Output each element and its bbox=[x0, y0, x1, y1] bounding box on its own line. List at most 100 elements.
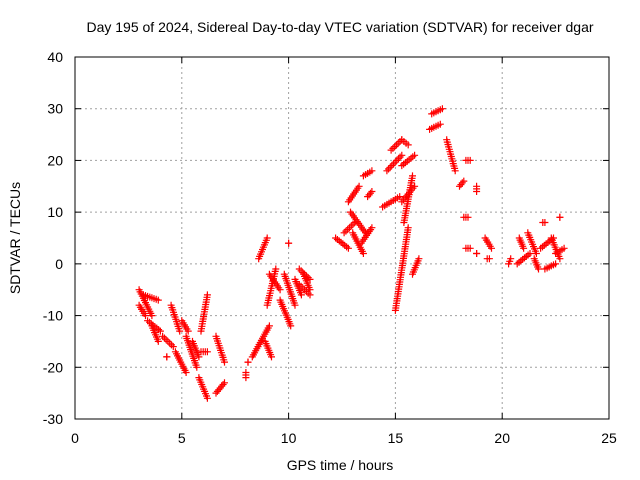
data-point bbox=[415, 255, 423, 263]
data-point bbox=[297, 267, 305, 275]
data-points bbox=[135, 105, 568, 402]
data-point bbox=[556, 213, 564, 221]
data-point bbox=[344, 244, 352, 252]
data-point bbox=[466, 156, 474, 164]
x-tick-label: 5 bbox=[178, 430, 186, 446]
chart-title: Day 195 of 2024, Sidereal Day-to-day VTE… bbox=[86, 19, 593, 35]
data-point bbox=[385, 165, 392, 173]
data-point bbox=[272, 265, 280, 273]
data-point bbox=[168, 341, 175, 349]
data-point bbox=[466, 244, 474, 252]
data-point bbox=[291, 301, 299, 309]
data-point bbox=[176, 327, 184, 335]
data-point bbox=[535, 265, 542, 273]
y-tick-labels: -30 -20 -10 0 10 20 30 40 bbox=[43, 49, 63, 427]
x-tick-labels: 0 5 10 15 20 25 bbox=[71, 430, 617, 446]
data-point bbox=[386, 163, 394, 171]
data-point bbox=[160, 334, 168, 342]
data-point bbox=[276, 286, 284, 294]
data-point bbox=[390, 160, 397, 168]
data-point bbox=[344, 225, 352, 233]
data-point bbox=[394, 139, 402, 147]
x-tick-label: 25 bbox=[601, 430, 617, 446]
data-point bbox=[162, 336, 170, 344]
y-tick-label: 30 bbox=[47, 101, 63, 117]
data-point bbox=[304, 289, 312, 297]
data-point bbox=[287, 322, 295, 330]
x-tick-label: 15 bbox=[388, 430, 404, 446]
data-point bbox=[473, 250, 481, 257]
data-point bbox=[436, 120, 444, 128]
data-point bbox=[391, 143, 399, 151]
y-tick-label: -20 bbox=[43, 359, 63, 375]
data-point bbox=[367, 189, 374, 197]
data-point bbox=[368, 188, 376, 195]
axis-ticks bbox=[74, 56, 610, 420]
y-tick-label: 0 bbox=[55, 256, 63, 272]
data-point bbox=[411, 182, 419, 190]
y-tick-label: 20 bbox=[47, 152, 63, 168]
data-point bbox=[556, 255, 564, 263]
y-tick-label: -10 bbox=[43, 308, 63, 324]
data-point bbox=[193, 363, 201, 371]
x-tick-label: 0 bbox=[71, 430, 79, 446]
data-point bbox=[219, 381, 227, 388]
data-point bbox=[347, 222, 355, 230]
x-axis-title: GPS time / hours bbox=[287, 457, 394, 473]
grid bbox=[75, 57, 609, 419]
data-point bbox=[242, 369, 250, 376]
data-point bbox=[393, 156, 401, 164]
data-point bbox=[395, 155, 402, 163]
data-point bbox=[154, 296, 162, 304]
data-point bbox=[552, 260, 560, 268]
data-point bbox=[460, 177, 468, 185]
data-point bbox=[156, 327, 164, 335]
data-point bbox=[306, 275, 314, 283]
data-point bbox=[526, 250, 534, 257]
data-point bbox=[295, 265, 303, 273]
x-tick-label: 10 bbox=[281, 430, 297, 446]
data-point bbox=[265, 322, 273, 330]
data-point bbox=[221, 358, 228, 366]
data-point bbox=[458, 179, 466, 187]
data-point bbox=[184, 327, 192, 335]
data-point bbox=[203, 291, 211, 299]
data-point bbox=[340, 229, 348, 237]
data-point bbox=[396, 153, 404, 161]
data-point bbox=[359, 250, 367, 257]
y-tick-label: 10 bbox=[47, 204, 63, 220]
data-point bbox=[299, 269, 307, 276]
data-point bbox=[342, 227, 350, 235]
data-point bbox=[203, 348, 211, 356]
data-point bbox=[285, 239, 293, 247]
data-point bbox=[404, 141, 412, 149]
data-point bbox=[142, 312, 149, 320]
data-point bbox=[221, 379, 228, 387]
data-point bbox=[464, 213, 472, 221]
data-point bbox=[507, 255, 515, 263]
y-axis-title: SDTVAR / TECUs bbox=[7, 182, 23, 294]
data-point bbox=[154, 337, 162, 345]
data-point bbox=[166, 339, 174, 347]
data-point bbox=[409, 172, 416, 180]
y-tick-label: 40 bbox=[47, 49, 63, 65]
data-point bbox=[297, 291, 305, 299]
data-point bbox=[520, 244, 528, 252]
data-point bbox=[263, 234, 271, 242]
data-point bbox=[473, 188, 481, 195]
data-point bbox=[163, 353, 171, 361]
data-point bbox=[203, 394, 211, 402]
data-point bbox=[268, 353, 275, 361]
data-point bbox=[438, 105, 446, 113]
data-point bbox=[169, 343, 177, 351]
data-point bbox=[368, 167, 376, 175]
data-point bbox=[388, 162, 396, 170]
data-point bbox=[355, 182, 363, 190]
y-tick-label: -30 bbox=[43, 411, 63, 427]
data-point bbox=[244, 358, 252, 366]
data-point bbox=[182, 369, 190, 376]
data-point bbox=[396, 193, 404, 201]
data-point bbox=[411, 151, 419, 159]
